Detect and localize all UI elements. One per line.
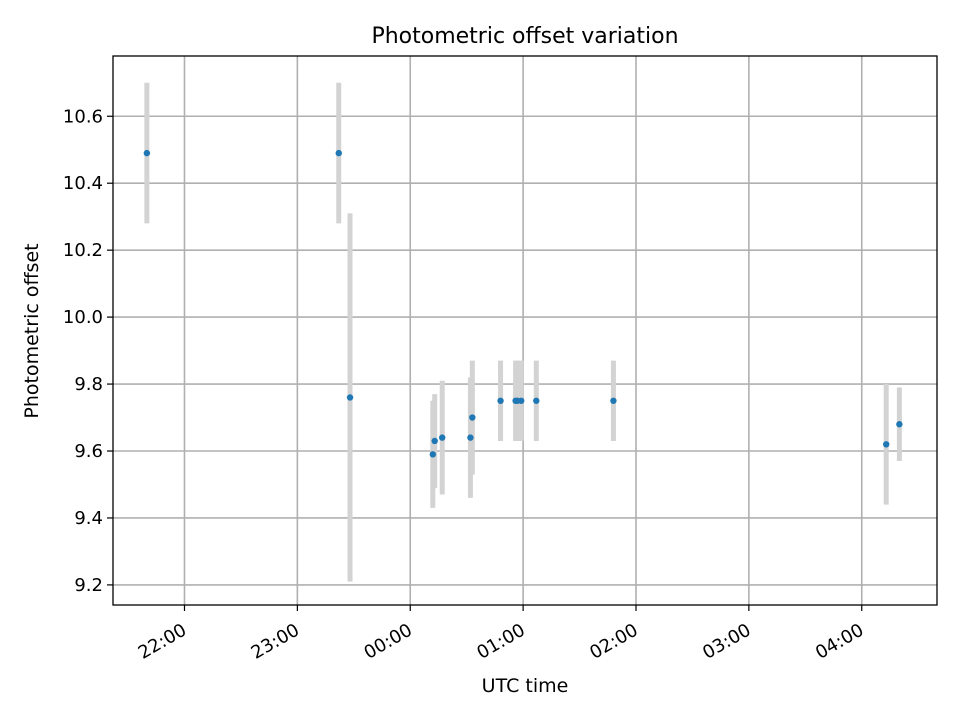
x-tick-label: 00:00 bbox=[361, 620, 416, 664]
y-axis-ticks: 9.2 9.4 9.6 9.8 10.0 10.2 10.4 10.6 bbox=[63, 106, 113, 596]
data-point bbox=[518, 397, 525, 404]
y-tick-label: 9.8 bbox=[74, 374, 103, 395]
data-point bbox=[335, 149, 342, 157]
plot-frame bbox=[112, 55, 938, 606]
data-point bbox=[467, 434, 474, 441]
data-point bbox=[533, 397, 540, 404]
x-tick-label: 02:00 bbox=[586, 620, 641, 664]
x-tick-label: 01:00 bbox=[473, 620, 528, 664]
grid bbox=[113, 56, 937, 605]
chart-title: Photometric offset variation bbox=[371, 24, 678, 49]
data-point bbox=[469, 414, 476, 421]
data-points bbox=[143, 149, 903, 458]
data-point bbox=[883, 441, 890, 448]
data-point bbox=[431, 437, 438, 445]
y-tick-label: 9.4 bbox=[74, 508, 103, 529]
data-point bbox=[896, 421, 903, 428]
x-tick-label: 04:00 bbox=[812, 620, 867, 664]
y-tick-label: 10.6 bbox=[63, 106, 103, 127]
data-point bbox=[497, 397, 504, 404]
x-tick-label: 23:00 bbox=[248, 620, 303, 664]
data-point bbox=[439, 434, 446, 441]
x-tick-label: 03:00 bbox=[699, 620, 754, 664]
y-tick-label: 10.4 bbox=[63, 173, 103, 194]
y-axis-label: Photometric offset bbox=[21, 243, 43, 418]
data-point bbox=[143, 149, 151, 157]
y-tick-label: 10.0 bbox=[63, 307, 103, 328]
x-axis-ticks: 22:00 23:00 00:00 01:00 02:00 03:00 04:00 bbox=[135, 605, 867, 664]
y-tick-label: 9.2 bbox=[74, 575, 103, 596]
data-point bbox=[429, 451, 437, 458]
y-tick-label: 10.2 bbox=[63, 240, 103, 261]
x-tick-label: 22:00 bbox=[135, 620, 190, 664]
x-axis-label: UTC time bbox=[482, 675, 569, 697]
data-point bbox=[346, 394, 354, 401]
data-point bbox=[610, 397, 617, 404]
y-tick-label: 9.6 bbox=[74, 441, 103, 462]
